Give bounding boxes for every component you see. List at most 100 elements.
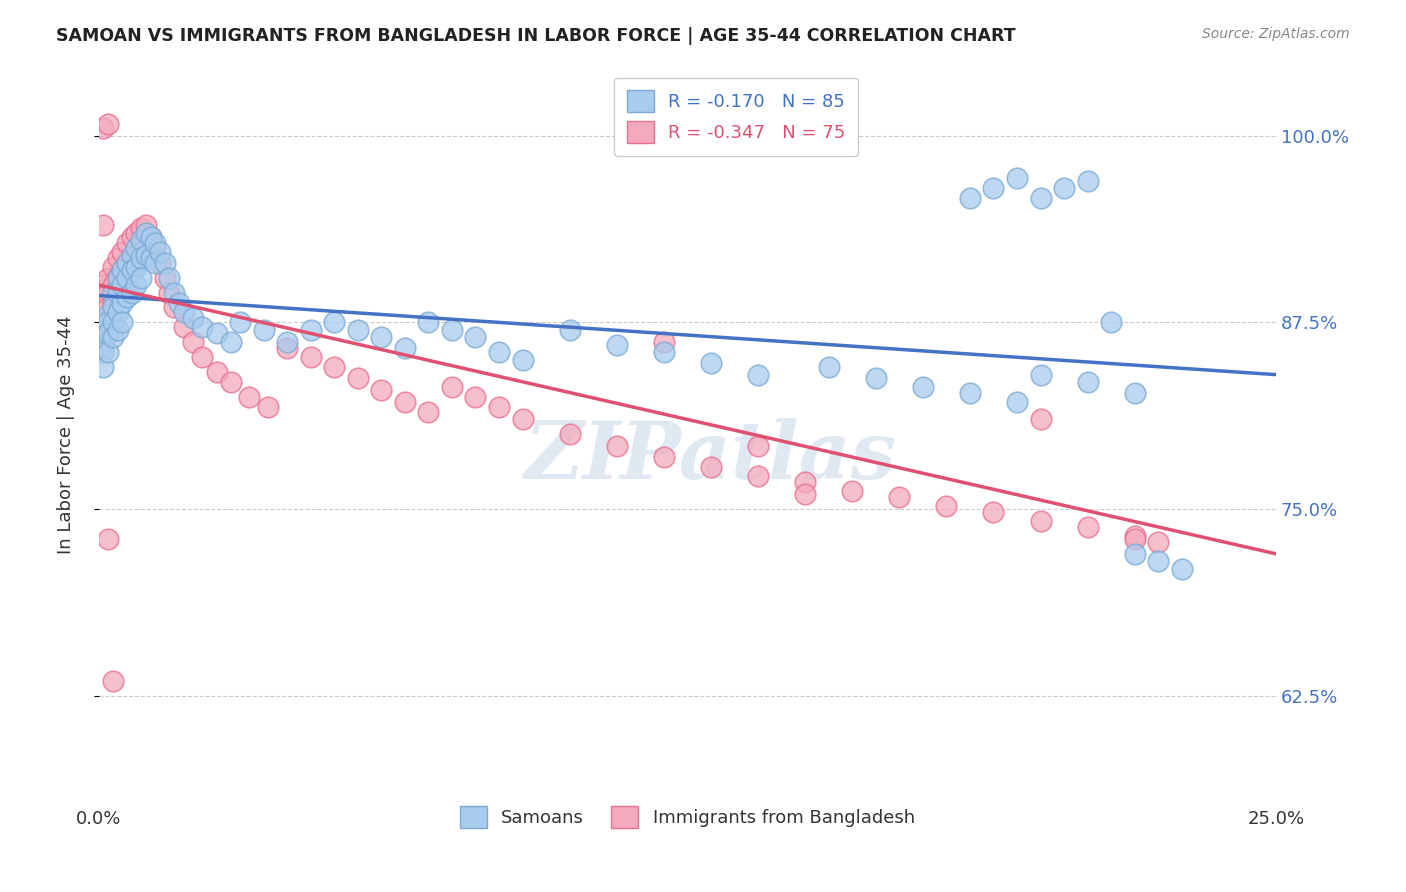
Point	[1029, 191, 1052, 205]
Point	[93, 219, 115, 233]
Point	[149, 255, 172, 269]
Point	[606, 338, 628, 352]
Point	[111, 263, 134, 277]
Point	[652, 345, 675, 359]
Point	[125, 248, 148, 262]
Y-axis label: In Labor Force | Age 35-44: In Labor Force | Age 35-44	[58, 315, 75, 554]
Text: Source: ZipAtlas.com: Source: ZipAtlas.com	[1202, 27, 1350, 41]
Point	[558, 427, 581, 442]
Point	[394, 341, 416, 355]
Point	[93, 338, 115, 352]
Point	[1005, 394, 1028, 409]
Point	[101, 278, 124, 293]
Point	[252, 323, 274, 337]
Point	[97, 345, 120, 359]
Point	[111, 281, 134, 295]
Point	[139, 230, 162, 244]
Point	[101, 296, 124, 310]
Point	[1123, 532, 1146, 546]
Point	[97, 285, 120, 300]
Point	[157, 270, 180, 285]
Point	[107, 270, 129, 285]
Point	[135, 219, 157, 233]
Point	[700, 460, 723, 475]
Point	[139, 251, 162, 265]
Point	[149, 245, 172, 260]
Point	[512, 412, 534, 426]
Point	[1053, 181, 1076, 195]
Point	[1077, 520, 1099, 534]
Point	[121, 248, 143, 262]
Point	[163, 301, 186, 315]
Point	[153, 255, 176, 269]
Point	[97, 326, 120, 340]
Point	[107, 305, 129, 319]
Point	[512, 352, 534, 367]
Point	[97, 315, 120, 329]
Point	[121, 251, 143, 265]
Point	[143, 241, 166, 255]
Point	[97, 270, 120, 285]
Point	[1147, 554, 1170, 568]
Point	[959, 385, 981, 400]
Point	[101, 673, 124, 688]
Point	[257, 401, 280, 415]
Point	[276, 341, 298, 355]
Point	[747, 469, 769, 483]
Point	[370, 330, 392, 344]
Point	[488, 401, 510, 415]
Point	[346, 323, 368, 337]
Point	[121, 263, 143, 277]
Point	[191, 319, 214, 334]
Point	[163, 285, 186, 300]
Point	[107, 285, 129, 300]
Point	[1171, 562, 1194, 576]
Point	[93, 315, 115, 329]
Point	[817, 360, 839, 375]
Point	[418, 315, 440, 329]
Point	[219, 375, 242, 389]
Point	[125, 241, 148, 255]
Point	[323, 360, 346, 375]
Point	[652, 334, 675, 349]
Point	[97, 319, 120, 334]
Point	[418, 405, 440, 419]
Point	[111, 278, 134, 293]
Point	[97, 532, 120, 546]
Point	[276, 334, 298, 349]
Point	[125, 278, 148, 293]
Point	[93, 360, 115, 375]
Point	[129, 270, 152, 285]
Point	[111, 245, 134, 260]
Point	[191, 350, 214, 364]
Point	[394, 394, 416, 409]
Point	[935, 499, 957, 513]
Legend: Samoans, Immigrants from Bangladesh: Samoans, Immigrants from Bangladesh	[453, 798, 922, 835]
Point	[135, 226, 157, 240]
Point	[238, 390, 260, 404]
Point	[93, 345, 115, 359]
Point	[125, 260, 148, 274]
Point	[1147, 534, 1170, 549]
Point	[299, 350, 322, 364]
Point	[93, 278, 115, 293]
Point	[488, 345, 510, 359]
Point	[115, 255, 138, 269]
Point	[1077, 173, 1099, 187]
Point	[747, 439, 769, 453]
Point	[121, 230, 143, 244]
Point	[115, 236, 138, 251]
Point	[219, 334, 242, 349]
Point	[143, 255, 166, 269]
Point	[464, 390, 486, 404]
Point	[889, 490, 911, 504]
Point	[93, 290, 115, 304]
Point	[173, 319, 195, 334]
Point	[121, 285, 143, 300]
Point	[700, 356, 723, 370]
Point	[101, 315, 124, 329]
Point	[652, 450, 675, 464]
Point	[747, 368, 769, 382]
Point	[558, 323, 581, 337]
Point	[129, 245, 152, 260]
